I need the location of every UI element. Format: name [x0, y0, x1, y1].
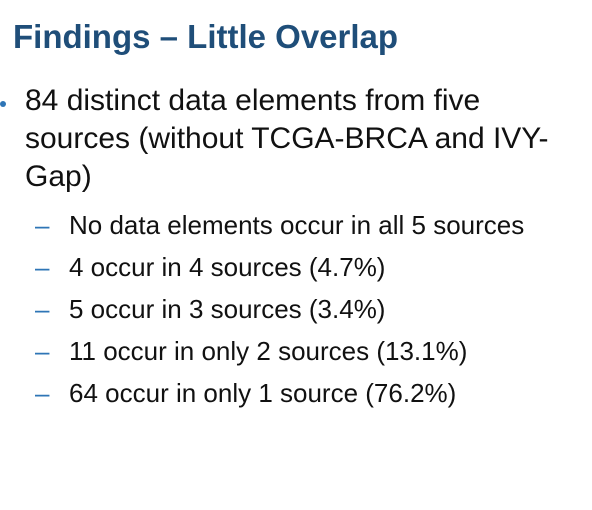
- bullet-dot-icon: [0, 101, 6, 107]
- sub-bullet-item: – 4 occur in 4 sources (4.7%): [0, 249, 592, 285]
- dash-bullet-icon: –: [35, 252, 50, 282]
- sub-bullet-text: 5 occur in 3 sources (3.4%): [69, 294, 386, 324]
- slide-title: Findings – Little Overlap: [13, 18, 399, 55]
- sub-bullet-text: 64 occur in only 1 source (76.2%): [69, 378, 457, 408]
- sub-bullet-item: – 64 occur in only 1 source (76.2%): [0, 375, 592, 411]
- sub-bullet-text: 11 occur in only 2 sources (13.1%): [69, 336, 468, 366]
- dash-bullet-icon: –: [35, 378, 50, 408]
- sub-bullet-text: 4 occur in 4 sources (4.7%): [69, 252, 386, 282]
- main-bullet: 84 distinct data elements from five sour…: [25, 84, 549, 193]
- dash-bullet-icon: –: [35, 294, 50, 324]
- sub-bullet-item: – 5 occur in 3 sources (3.4%): [0, 291, 592, 327]
- dash-bullet-icon: –: [35, 336, 50, 366]
- sub-bullet-item: – No data elements occur in all 5 source…: [0, 207, 592, 243]
- sub-bullet-text: No data elements occur in all 5 sources: [69, 210, 525, 240]
- sub-bullet-list: – No data elements occur in all 5 source…: [0, 207, 592, 417]
- dash-bullet-icon: –: [35, 210, 50, 240]
- sub-bullet-item: – 11 occur in only 2 sources (13.1%): [0, 333, 592, 369]
